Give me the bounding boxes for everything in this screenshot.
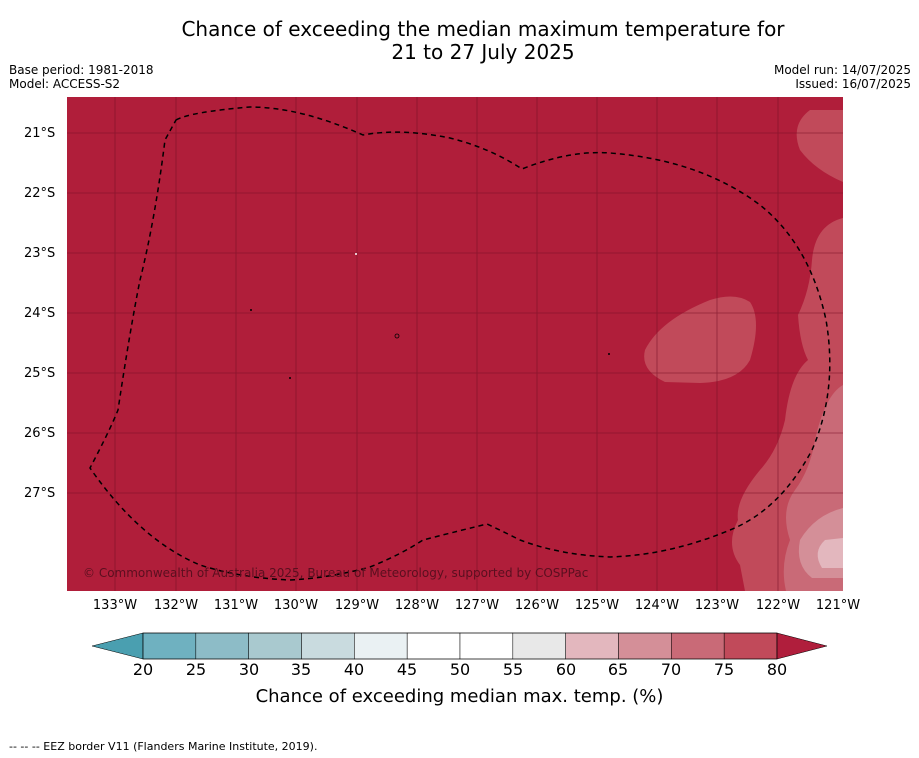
lon-label: 124°W [634,598,680,613]
colorbar-box [406,632,461,660]
island [250,309,252,311]
colorbar-box [459,632,514,660]
model-run: Model run: 14/07/2025 [773,63,911,77]
contour-60 [817,538,843,568]
lon-label: 121°W [815,598,861,613]
colorbar [91,632,828,660]
colorbar-tick: 50 [449,660,471,679]
grid-lines [67,97,843,591]
meta-left: Base period: 1981-2018 Model: ACCESS-S2 [9,63,154,91]
copyright-text: © Commonwealth of Australia 2025, Bureau… [83,566,588,580]
colorbar-tick: 55 [502,660,524,679]
lon-label: 128°W [394,598,440,613]
eez-border [89,106,831,581]
colorbar-tick: 25 [185,660,207,679]
title-line-1: Chance of exceeding the median maximum t… [181,17,785,41]
lon-label: 129°W [334,598,380,613]
model-name: Model: ACCESS-S2 [9,77,121,91]
lon-label: 133°W [92,598,138,613]
meta-right: Model run: 14/07/2025 Issued: 16/07/2025 [774,63,911,91]
title-line-2: 21 to 27 July 2025 [391,40,575,64]
island [608,353,610,355]
lat-label: 23°S [24,246,56,261]
colorbar-tick: 30 [238,660,260,679]
colorbar-box [512,632,566,660]
lat-label: 24°S [24,306,56,321]
colorbar-box [723,632,778,660]
lon-label: 126°W [514,598,560,613]
lon-label: 122°W [755,598,801,613]
colorbar-tick: 65 [607,660,629,679]
colorbar-tick: 20 [132,660,154,679]
lon-label: 127°W [454,598,500,613]
colorbar-high-arrow [776,632,828,660]
colorbar-box [195,632,249,660]
lat-label: 27°S [24,486,56,501]
colorbar-outline [142,632,778,660]
colorbar-title: Chance of exceeding median max. temp. (%… [255,686,664,707]
lat-label: 21°S [24,126,56,141]
colorbar-box [565,632,619,660]
colorbar-tick: 60 [555,660,577,679]
colorbar-tick: 40 [343,660,365,679]
colorbar-tick: 45 [396,660,418,679]
island [394,333,400,339]
colorbar-box [301,632,355,660]
lat-label: 22°S [24,186,56,201]
lon-label: 123°W [694,598,740,613]
colorbar-tick: 75 [713,660,735,679]
colorbar-box [618,632,672,660]
colorbar-box [142,632,197,660]
colorbar-tick: 70 [660,660,682,679]
contour-75-center [644,296,756,383]
colorbar-tick: 35 [290,660,312,679]
lat-label: 26°S [24,426,56,441]
colorbar-tick: 80 [766,660,788,679]
colorbar-box [671,632,725,660]
lon-label: 132°W [153,598,199,613]
lat-label: 25°S [24,366,56,381]
lon-label: 130°W [273,598,319,613]
issued-date: Issued: 16/07/2025 [795,77,911,91]
contour-75-east [796,110,843,182]
colorbar-low-arrow [91,632,144,660]
chart-title: Chance of exceeding the median maximum t… [0,18,919,64]
colorbar-box [248,632,302,660]
lon-label: 131°W [213,598,259,613]
island [355,253,357,255]
island [289,377,291,379]
lon-label: 125°W [574,598,620,613]
footnote: -- -- -- EEZ border V11 (Flanders Marine… [9,740,318,753]
base-period: Base period: 1981-2018 [9,63,154,77]
colorbar-box [354,632,408,660]
